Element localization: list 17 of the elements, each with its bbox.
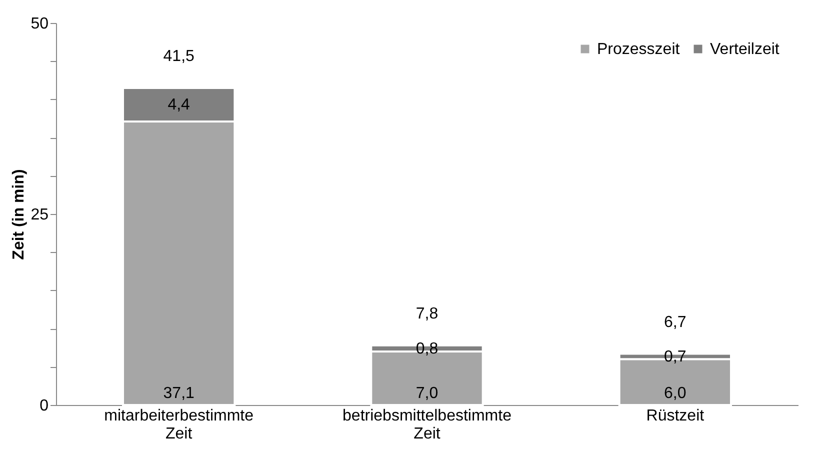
data-label: 0,7 xyxy=(664,348,686,366)
y-tick-label: 50 xyxy=(30,16,49,32)
legend-label: Prozesszeit xyxy=(597,41,680,58)
x-tick-label: betriebsmittelbestimmte Zeit xyxy=(342,408,512,442)
data-label: 37,1 xyxy=(163,385,195,402)
data-label: 6,0 xyxy=(664,385,686,402)
y-tick-label: 25 xyxy=(30,206,49,224)
total-label: 6,7 xyxy=(664,314,686,331)
y-tick-label: 0 xyxy=(40,398,49,414)
x-tick-label: Rüstzeit xyxy=(646,408,705,424)
y-axis-title: Zeit (in min) xyxy=(10,169,28,260)
x-tick-label: mitarbeiterbestimmte Zeit xyxy=(104,408,254,442)
total-label: 7,8 xyxy=(416,305,438,322)
data-label: 7,0 xyxy=(416,385,438,402)
data-label: 4,4 xyxy=(168,96,190,114)
legend-label: Verteilzeit xyxy=(710,41,780,58)
total-label: 41,5 xyxy=(163,48,195,65)
